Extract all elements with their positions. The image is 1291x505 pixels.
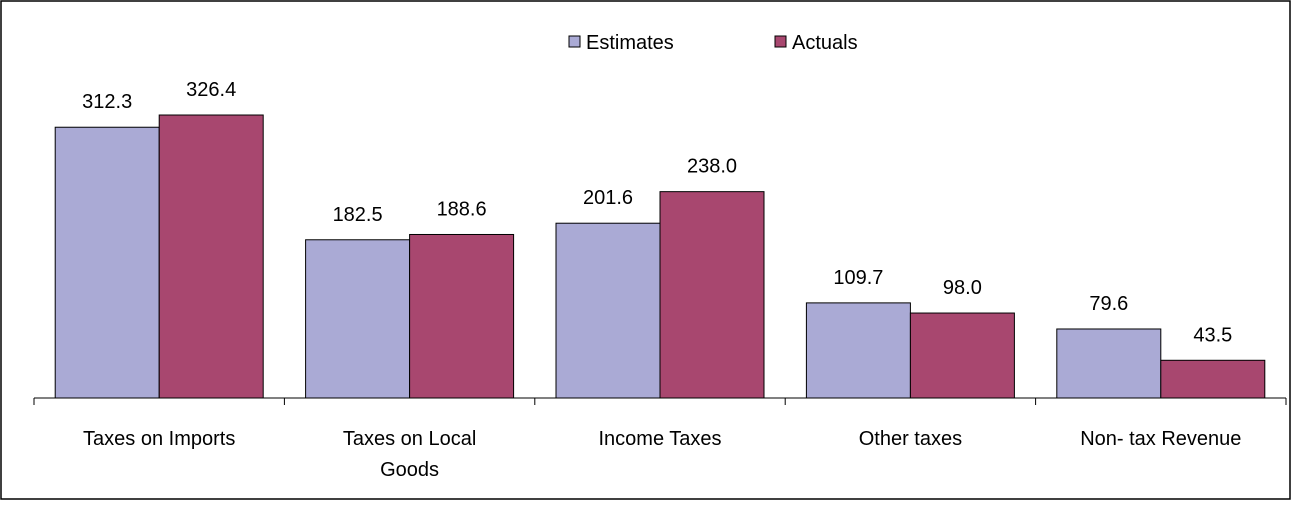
legend-swatch-actuals xyxy=(774,35,787,48)
value-label-actuals-taxes-on-local-goods: 188.6 xyxy=(437,198,487,220)
value-label-estimates-non-tax-revenue: 79.6 xyxy=(1089,293,1128,315)
bar-estimates-taxes-on-imports xyxy=(54,126,160,399)
value-labels-group: 312.3 326.4 182.5 188.6 201.6 238.0 109.7 98.0 7… xyxy=(82,79,1232,346)
bars-group xyxy=(54,114,1266,399)
x-axis-tick-labels: Taxes on Imports Taxes on Local Goods Incom… xyxy=(83,428,1241,481)
x-axis: Taxes on Imports Taxes on Local Goods Incom… xyxy=(33,397,1287,481)
bar-actuals-taxes-on-local-goods xyxy=(409,233,515,399)
bar-estimates-taxes-on-local-goods xyxy=(305,239,411,399)
bar-actuals-other-taxes xyxy=(909,312,1015,399)
x-tick-label-taxes-on-local-goods: Taxes on Local Goods xyxy=(343,428,476,481)
value-label-estimates-taxes-on-local-goods: 182.5 xyxy=(333,204,383,226)
value-label-estimates-taxes-on-imports: 312.3 xyxy=(82,91,132,113)
value-label-actuals-taxes-on-imports: 326.4 xyxy=(186,79,236,101)
bar-estimates-non-tax-revenue xyxy=(1056,328,1162,399)
value-label-actuals-other-taxes: 98.0 xyxy=(943,277,982,299)
legend-swatch-estimates xyxy=(568,35,581,48)
bar-actuals-taxes-on-imports xyxy=(158,114,264,399)
x-axis-ticks xyxy=(33,398,1287,405)
x-tick-label-other-taxes: Other taxes xyxy=(859,428,962,450)
x-tick-label-income-taxes: Income Taxes xyxy=(598,428,721,450)
bar-actuals-non-tax-revenue xyxy=(1160,359,1266,399)
bar-estimates-income-taxes xyxy=(555,222,661,399)
value-label-estimates-other-taxes: 109.7 xyxy=(833,267,883,289)
bar-estimates-other-taxes xyxy=(805,302,911,399)
legend-label-actuals: Actuals xyxy=(792,32,858,54)
value-label-actuals-non-tax-revenue: 43.5 xyxy=(1193,324,1232,346)
value-label-estimates-income-taxes: 201.6 xyxy=(583,187,633,209)
x-tick-label-taxes-on-imports: Taxes on Imports xyxy=(83,428,235,450)
bar-actuals-income-taxes xyxy=(659,191,765,399)
legend: Estimates Actuals xyxy=(568,32,858,54)
x-tick-label-non-tax-revenue: Non- tax Revenue xyxy=(1080,428,1241,450)
value-label-actuals-income-taxes: 238.0 xyxy=(687,156,737,178)
legend-label-estimates: Estimates xyxy=(586,32,674,54)
